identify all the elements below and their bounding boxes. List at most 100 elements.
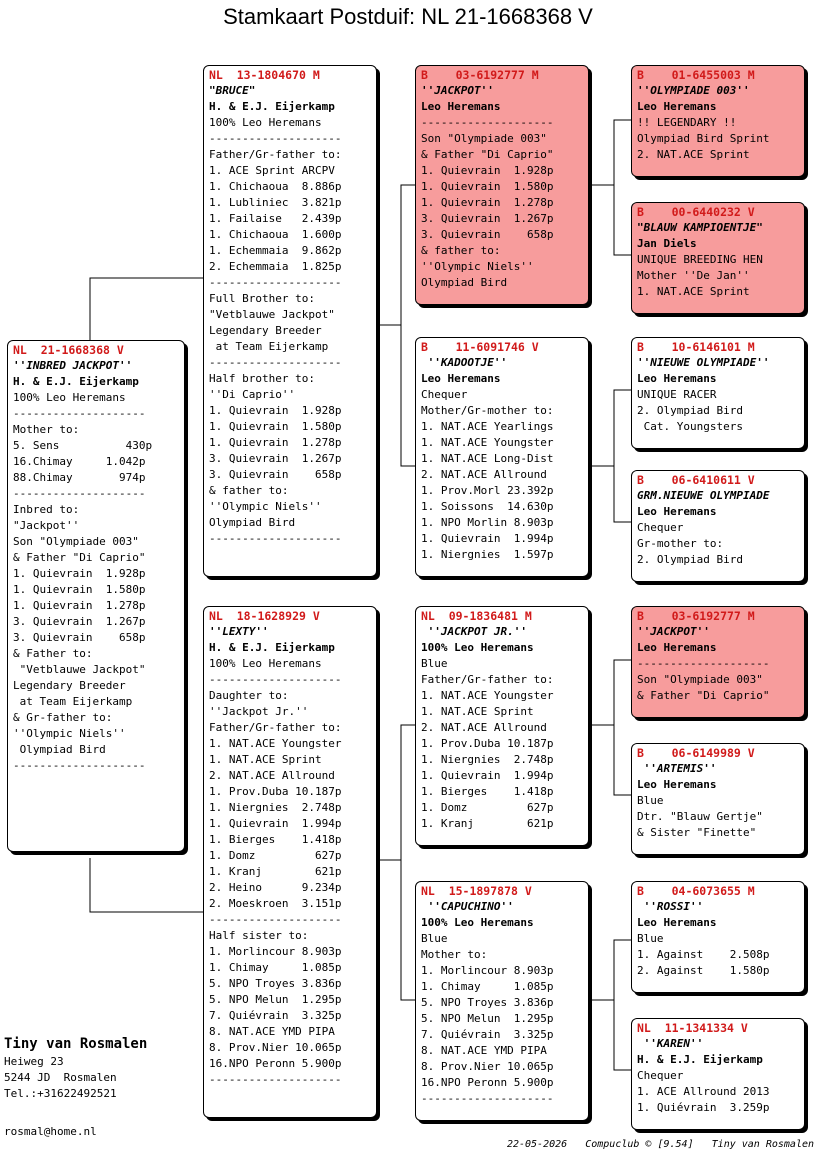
- card-line: --------------------: [637, 657, 770, 670]
- pigeon-name: ''JACKPOT JR.'': [421, 625, 527, 638]
- card-line: 1. Kranj 621p: [209, 865, 342, 878]
- card-line: 3. Quievrain 1.267p: [209, 452, 342, 465]
- owner-address-street: Heiweg 23: [4, 1055, 64, 1068]
- card-line: 1. Prov.Duba 10.187p: [421, 737, 554, 750]
- card-line: 1. NAT.ACE Sprint: [421, 705, 534, 718]
- card-line: 3. Quievrain 658p: [421, 228, 554, 241]
- pigeon-name: GRM.NIEUWE OLYMPIADE: [637, 489, 770, 502]
- card-line: 1. Bierges 1.418p: [421, 785, 554, 798]
- owner-phone: Tel.:+31622492521: [4, 1087, 117, 1100]
- card-line: 1. ACE Sprint ARCPV: [209, 164, 335, 177]
- ring-number: B 03-6192777 M: [637, 609, 755, 623]
- card-line: 16.NPO Peronn 5.900p: [421, 1076, 554, 1089]
- card-line: 1. Quievrain 1.928p: [209, 404, 342, 417]
- card-line: UNIQUE BREEDING HEN: [637, 253, 763, 266]
- ring-number: B 11-6091746 V: [421, 340, 539, 354]
- card-line: --------------------: [209, 532, 342, 545]
- card-line: Mother ''De Jan'': [637, 269, 750, 282]
- card-line: 1. Bierges 1.418p: [209, 833, 342, 846]
- card-line: 100% Leo Heremans: [209, 657, 322, 670]
- breeder-name: Leo Heremans: [637, 916, 717, 929]
- card-line: 2. Olympiad Bird: [637, 553, 743, 566]
- card-line: --------------------: [209, 913, 342, 926]
- great-grandparent-fmm-card: B 06-6410611 V GRM.NIEUWE OLYMPIADE Leo He…: [631, 470, 805, 582]
- card-line: & Father "Di Caprio": [421, 148, 554, 161]
- card-line: 1. Prov.Morl 23.392p: [421, 484, 554, 497]
- breeder-name: Jan Diels: [637, 237, 697, 250]
- card-line: 5. Sens 430p: [13, 439, 153, 452]
- card-line: & Father "Di Caprio": [13, 551, 146, 564]
- pigeon-name: ''KADOOTJE'': [421, 356, 508, 369]
- card-line: 1. Quievrain 1.928p: [13, 567, 146, 580]
- ring-number: B 03-6192777 M: [421, 68, 539, 82]
- card-line: 2. NAT.ACE Sprint: [637, 148, 750, 161]
- card-line: --------------------: [209, 356, 342, 369]
- card-line: 100% Leo Heremans: [13, 391, 126, 404]
- card-line: & Gr-father to:: [13, 711, 113, 724]
- card-line: --------------------: [209, 276, 342, 289]
- card-line: 1. Quievrain 1.994p: [209, 817, 342, 830]
- card-line: 7. Quiévrain 3.325p: [209, 1009, 342, 1022]
- card-line: 1. Quievrain 1.278p: [209, 436, 342, 449]
- card-line: Half brother to:: [209, 372, 315, 385]
- card-line: 8. Prov.Nier 10.065p: [421, 1060, 554, 1073]
- card-line: Olympiad Bird: [209, 516, 296, 529]
- card-line: Blue: [421, 932, 448, 945]
- card-line: UNIQUE RACER: [637, 388, 717, 401]
- card-line: 3. Quievrain 1.267p: [13, 615, 146, 628]
- card-line: 5. NPO Melun 1.295p: [421, 1012, 554, 1025]
- ring-number: B 00-6440232 V: [637, 205, 755, 219]
- great-grandparent-ffm-card: B 00-6440232 V "BLAUW KAMPIOENTJE" Jan Die…: [631, 202, 805, 314]
- card-line: 1. Quievrain 1.580p: [209, 420, 342, 433]
- breeder-name: Leo Heremans: [637, 778, 717, 791]
- card-line: Blue: [637, 932, 664, 945]
- card-line: 1. NAT.ACE Yearlings: [421, 420, 554, 433]
- card-line: 1. Quievrain 1.278p: [13, 599, 146, 612]
- owner-info: Tiny van Rosmalen Heiweg 23 5244 JD Rosm…: [4, 1034, 147, 1102]
- pigeon-name: ''ARTEMIS'': [637, 762, 717, 775]
- card-line: at Team Eijerkamp: [13, 695, 133, 708]
- card-line: Chequer: [421, 388, 468, 401]
- card-line: 3. Quievrain 658p: [209, 468, 342, 481]
- card-line: & Father "Di Caprio": [637, 689, 770, 702]
- card-line: "Jackpot'': [13, 519, 80, 532]
- card-line: ''Olympic Niels'': [209, 500, 322, 513]
- grandmother-paternal-card: B 11-6091746 V ''KADOOTJE'' Leo Heremans C…: [415, 337, 589, 577]
- ring-number: B 01-6455003 M: [637, 68, 755, 82]
- card-line: --------------------: [209, 673, 342, 686]
- card-line: & Sister "Finette": [637, 826, 757, 839]
- card-line: Father/Gr-father to:: [421, 673, 554, 686]
- pigeon-name: ''CAPUCHINO'': [421, 900, 514, 913]
- breeder-name: H. & E.J. Eijerkamp: [13, 375, 139, 388]
- card-line: 1. Morlincour 8.903p: [209, 945, 342, 958]
- card-line: 2. Against 1.580p: [637, 964, 770, 977]
- card-line: 2. NAT.ACE Allround: [209, 769, 335, 782]
- grandfather-paternal-card: B 03-6192777 M ''JACKPOT'' Leo Heremans ---…: [415, 65, 589, 305]
- breeder-name: 100% Leo Heremans: [421, 641, 534, 654]
- father-card: NL 13-1804670 M "BRUCE" H. & E.J. Eijerkam…: [203, 65, 377, 577]
- breeder-name: 100% Leo Heremans: [421, 916, 534, 929]
- card-line: 2. Olympiad Bird: [637, 404, 743, 417]
- card-line: ''Olympic Niels'': [13, 727, 126, 740]
- page-title: Stamkaart Postduif: NL 21-1668368 V: [223, 4, 593, 29]
- grandmother-maternal-card: NL 15-1897878 V ''CAPUCHINO'' 100% Leo He…: [415, 881, 589, 1121]
- breeder-name: Leo Heremans: [637, 505, 717, 518]
- card-line: 1. Niergnies 2.748p: [209, 801, 342, 814]
- card-line: 5. NPO Melun 1.295p: [209, 993, 342, 1006]
- card-line: 1. Quievrain 1.994p: [421, 532, 554, 545]
- card-line: & Father to:: [13, 647, 93, 660]
- card-line: 2. Moeskroen 3.151p: [209, 897, 342, 910]
- card-line: 1. Morlincour 8.903p: [421, 964, 554, 977]
- card-line: --------------------: [209, 132, 342, 145]
- ring-number: B 04-6073655 M: [637, 884, 755, 898]
- card-line: 1. Chichaoua 8.886p: [209, 180, 342, 193]
- breeder-name: H. & E.J. Eijerkamp: [209, 100, 335, 113]
- card-line: & father to:: [209, 484, 289, 497]
- card-line: 8. Prov.Nier 10.065p: [209, 1041, 342, 1054]
- breeder-name: Leo Heremans: [637, 372, 717, 385]
- card-line: 1. Domz 627p: [209, 849, 342, 862]
- pigeon-name: ''NIEUWE OLYMPIADE'': [637, 356, 770, 369]
- ring-number: NL 15-1897878 V: [421, 884, 532, 898]
- card-line: Father/Gr-father to:: [209, 148, 342, 161]
- card-line: !! LEGENDARY !!: [637, 116, 737, 129]
